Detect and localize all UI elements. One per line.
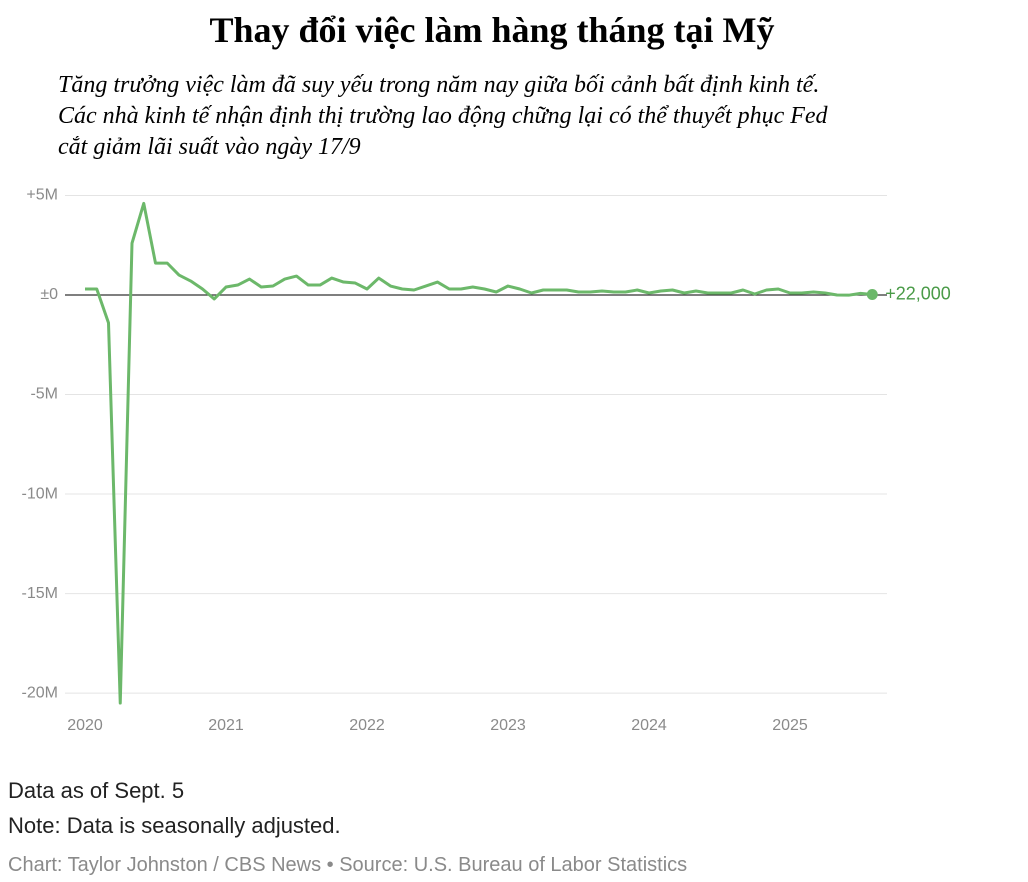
subtitle: Các nhà kinh tế nhận định thị trường lao… — [58, 103, 829, 129]
x-tick-label: 2025 — [772, 717, 808, 734]
y-tick-label: -20M — [22, 684, 58, 701]
note: Data as of Sept. 5 — [8, 778, 184, 803]
x-tick-label: 2020 — [67, 717, 103, 734]
y-tick-label: -15M — [22, 585, 58, 602]
source: Chart: Taylor Johnston / CBS News • Sour… — [8, 854, 687, 876]
x-tick-label: 2023 — [490, 717, 526, 734]
note: Note: Data is seasonally adjusted. — [8, 813, 341, 838]
subtitle: cắt giảm lãi suất vào ngày 17/9 — [58, 134, 361, 160]
x-tick-label: 2022 — [349, 717, 385, 734]
y-tick-label: +5M — [26, 187, 58, 204]
data-line — [85, 201, 873, 705]
subtitle: Tăng trưởng việc làm đã suy yếu trong nă… — [58, 72, 819, 98]
value-label: +22,000 — [885, 283, 951, 303]
x-tick-label: 2024 — [631, 717, 667, 734]
end-point — [866, 289, 878, 301]
y-tick-label: -5M — [30, 386, 58, 403]
chart-title: Thay đổi việc làm hàng tháng tại Mỹ — [209, 10, 774, 50]
y-tick-label: ±0 — [40, 286, 58, 303]
y-tick-label: -10M — [22, 485, 58, 502]
x-tick-label: 2021 — [208, 717, 244, 734]
